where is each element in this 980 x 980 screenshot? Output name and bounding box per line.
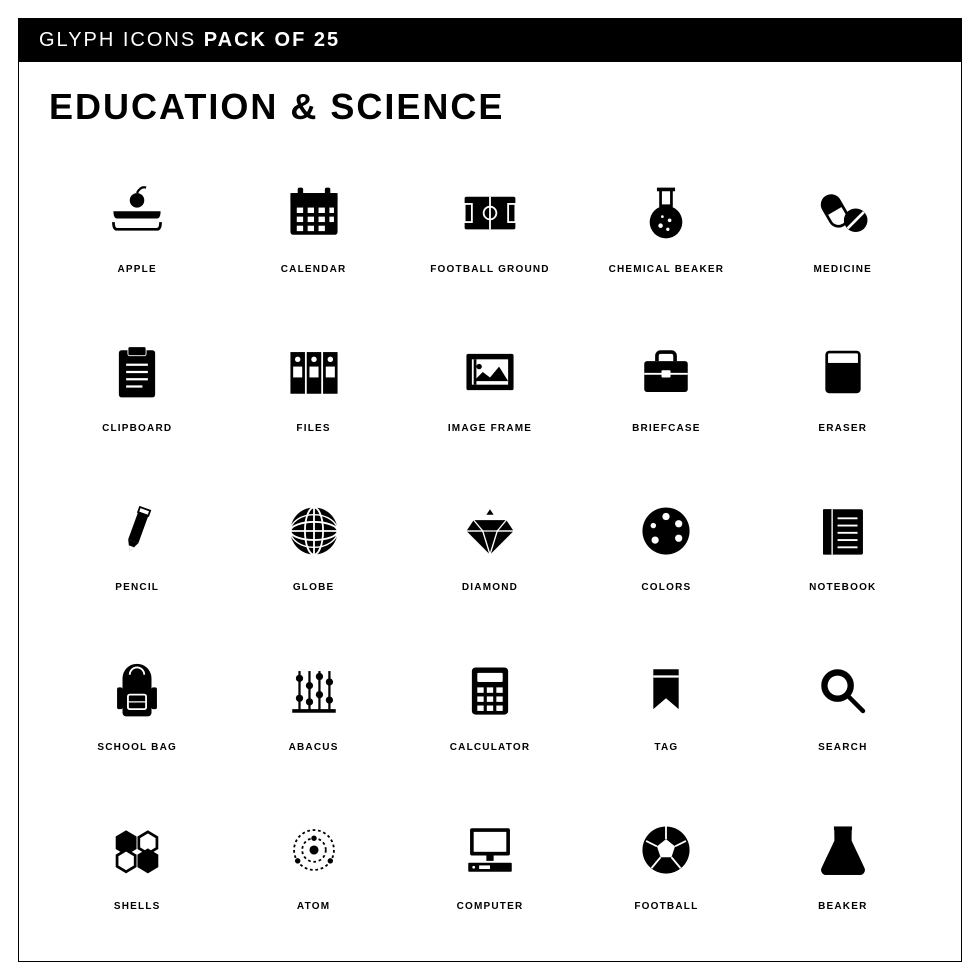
page-frame: GLYPH ICONS PACK OF 25 EDUCATION & SCIEN… bbox=[18, 18, 962, 962]
icon-label: BEAKER bbox=[818, 901, 867, 912]
atom-icon bbox=[281, 817, 347, 883]
grid-cell: FOOTBALL GROUND bbox=[402, 148, 578, 307]
school-bag-icon bbox=[104, 658, 170, 724]
chemical-beaker-icon bbox=[633, 180, 699, 246]
header-suffix: PACK OF 25 bbox=[204, 29, 340, 51]
icon-label: DIAMOND bbox=[462, 582, 518, 593]
icon-label: CALCULATOR bbox=[450, 742, 531, 753]
icon-label: ATOM bbox=[297, 901, 330, 912]
icon-label: IMAGE FRAME bbox=[448, 423, 532, 434]
calendar-icon bbox=[281, 180, 347, 246]
files-icon bbox=[281, 339, 347, 405]
colors-icon bbox=[633, 498, 699, 564]
grid-cell: ATOM bbox=[225, 785, 401, 944]
calculator-icon bbox=[457, 658, 523, 724]
notebook-icon bbox=[810, 498, 876, 564]
football-ground-icon bbox=[457, 180, 523, 246]
grid-cell: BRIEFCASE bbox=[578, 307, 754, 466]
grid-cell: FOOTBALL bbox=[578, 785, 754, 944]
header-bar: GLYPH ICONS PACK OF 25 bbox=[19, 19, 961, 62]
icon-label: ABACUS bbox=[289, 742, 339, 753]
grid-cell: NOTEBOOK bbox=[755, 466, 931, 625]
header-prefix: GLYPH ICONS bbox=[39, 29, 196, 51]
icon-label: ERASER bbox=[818, 423, 867, 434]
icon-grid: APPLE CALENDAR FOOTBALL GROUND CHEMICAL … bbox=[19, 142, 961, 964]
grid-cell: GLOBE bbox=[225, 466, 401, 625]
icon-label: BRIEFCASE bbox=[632, 423, 701, 434]
icon-label: FILES bbox=[296, 423, 330, 434]
grid-cell: ERASER bbox=[755, 307, 931, 466]
grid-cell: COLORS bbox=[578, 466, 754, 625]
icon-label: SCHOOL BAG bbox=[97, 742, 177, 753]
grid-cell: PENCIL bbox=[49, 466, 225, 625]
clipboard-icon bbox=[104, 339, 170, 405]
icon-label: COLORS bbox=[641, 582, 691, 593]
diamond-icon bbox=[457, 498, 523, 564]
grid-cell: CALENDAR bbox=[225, 148, 401, 307]
icon-label: COMPUTER bbox=[457, 901, 524, 912]
briefcase-icon bbox=[633, 339, 699, 405]
page-title: EDUCATION & SCIENCE bbox=[19, 62, 961, 142]
icon-label: SEARCH bbox=[818, 742, 867, 753]
pencil-icon bbox=[104, 498, 170, 564]
grid-cell: CALCULATOR bbox=[402, 626, 578, 785]
grid-cell: CLIPBOARD bbox=[49, 307, 225, 466]
icon-label: NOTEBOOK bbox=[809, 582, 876, 593]
football-icon bbox=[633, 817, 699, 883]
tag-icon bbox=[633, 658, 699, 724]
grid-cell: ABACUS bbox=[225, 626, 401, 785]
grid-cell: MEDICINE bbox=[755, 148, 931, 307]
icon-label: CLIPBOARD bbox=[102, 423, 172, 434]
icon-label: SHELLS bbox=[114, 901, 161, 912]
computer-icon bbox=[457, 817, 523, 883]
grid-cell: COMPUTER bbox=[402, 785, 578, 944]
icon-label: APPLE bbox=[118, 264, 157, 275]
grid-cell: APPLE bbox=[49, 148, 225, 307]
globe-icon bbox=[281, 498, 347, 564]
icon-label: PENCIL bbox=[115, 582, 159, 593]
grid-cell: SCHOOL BAG bbox=[49, 626, 225, 785]
grid-cell: SHELLS bbox=[49, 785, 225, 944]
icon-label: MEDICINE bbox=[814, 264, 873, 275]
icon-label: FOOTBALL GROUND bbox=[430, 264, 549, 275]
medicine-icon bbox=[810, 180, 876, 246]
icon-label: CHEMICAL BEAKER bbox=[609, 264, 725, 275]
icon-label: FOOTBALL bbox=[634, 901, 698, 912]
grid-cell: SEARCH bbox=[755, 626, 931, 785]
eraser-icon bbox=[810, 339, 876, 405]
beaker-icon bbox=[810, 817, 876, 883]
page-container: GLYPH ICONS PACK OF 25 EDUCATION & SCIEN… bbox=[0, 0, 980, 980]
abacus-icon bbox=[281, 658, 347, 724]
image-frame-icon bbox=[457, 339, 523, 405]
grid-cell: FILES bbox=[225, 307, 401, 466]
grid-cell: DIAMOND bbox=[402, 466, 578, 625]
icon-label: CALENDAR bbox=[281, 264, 347, 275]
search-icon bbox=[810, 658, 876, 724]
icon-label: GLOBE bbox=[293, 582, 335, 593]
apple-icon bbox=[104, 180, 170, 246]
shells-icon bbox=[104, 817, 170, 883]
icon-label: TAG bbox=[654, 742, 678, 753]
grid-cell: IMAGE FRAME bbox=[402, 307, 578, 466]
grid-cell: TAG bbox=[578, 626, 754, 785]
grid-cell: BEAKER bbox=[755, 785, 931, 944]
grid-cell: CHEMICAL BEAKER bbox=[578, 148, 754, 307]
